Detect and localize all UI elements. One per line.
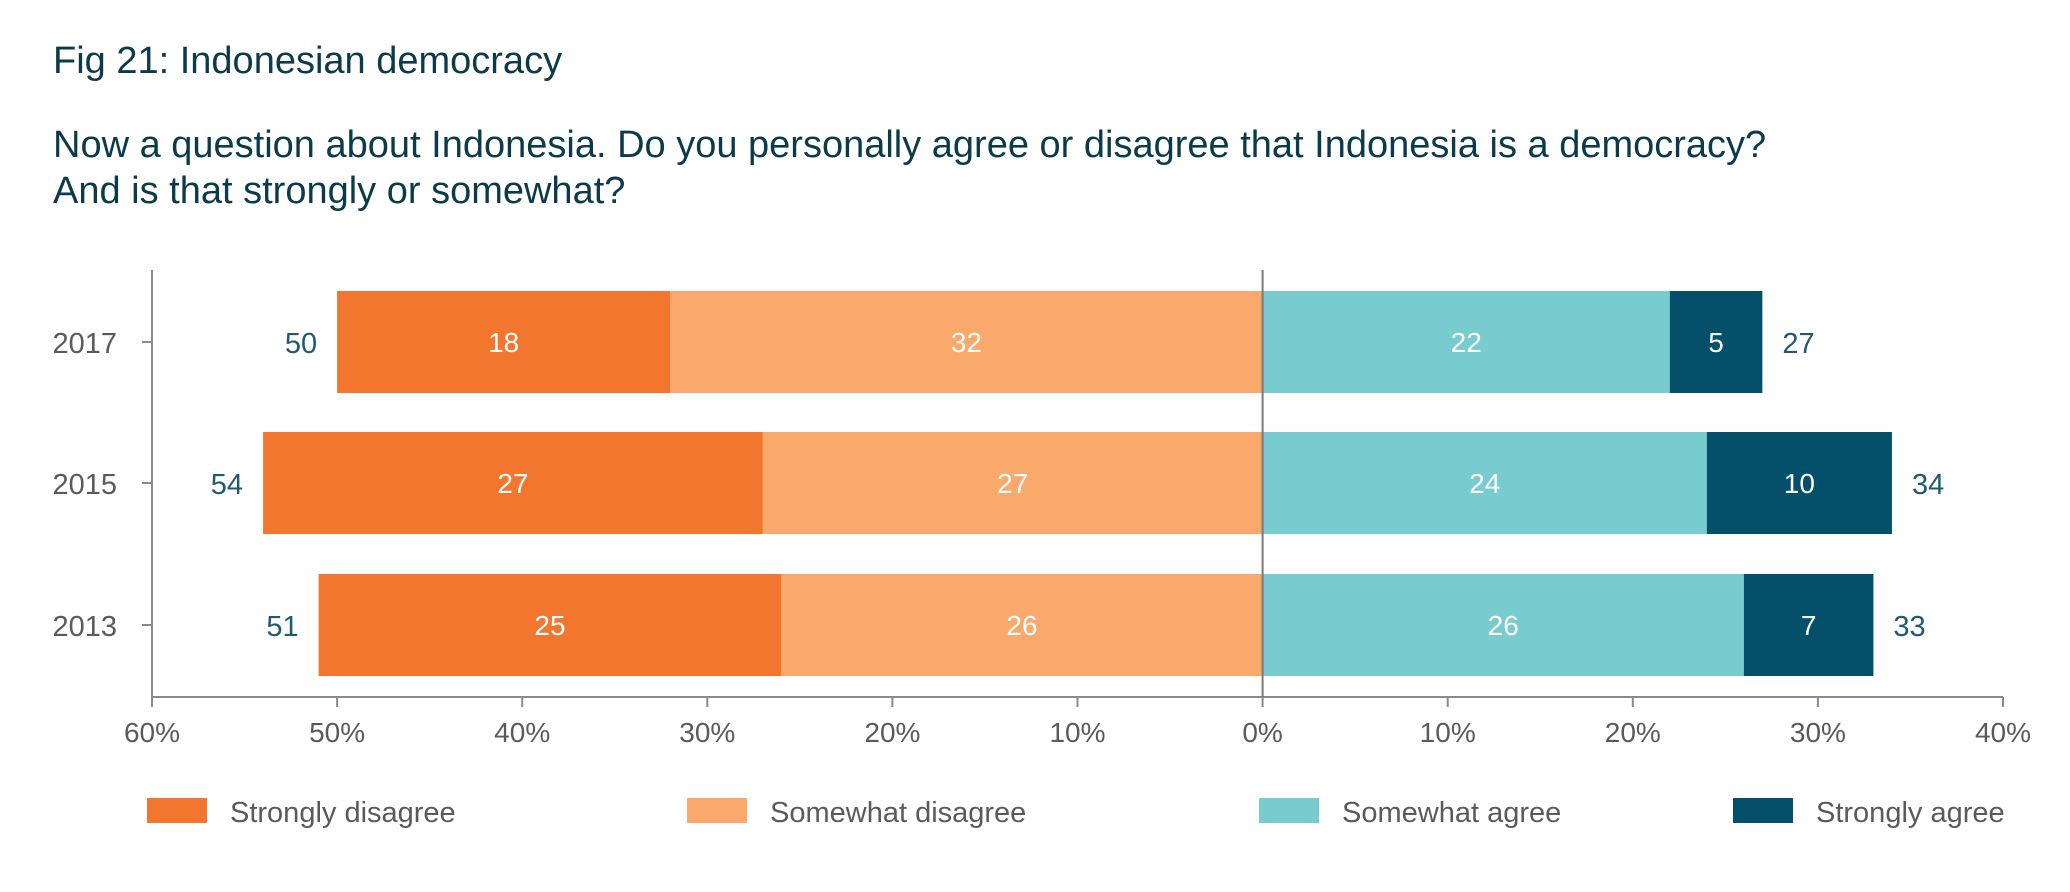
x-tick-label: 60% <box>124 717 180 748</box>
bar-segment <box>670 291 1263 393</box>
bar-segment <box>1262 574 1744 676</box>
bar-value-label: 22 <box>1451 327 1482 358</box>
legend-swatch <box>1733 798 1793 823</box>
disagree-total-label: 50 <box>285 328 317 360</box>
question-text-line-1: Now a question about Indonesia. Do you p… <box>53 124 1767 166</box>
bar-segment <box>781 574 1263 676</box>
bar-segment <box>1669 291 1763 393</box>
agree-total-label: 34 <box>1912 469 1944 501</box>
bar-value-label: 18 <box>488 327 519 358</box>
question-text-line-2: And is that strongly or somewhat? <box>53 170 626 212</box>
bar-segment <box>263 432 763 534</box>
legend: Strongly disagree Somewhat disagree Somewh… <box>147 797 2005 829</box>
bar-segment <box>1262 291 1670 393</box>
bar-segment <box>762 432 1263 534</box>
bar-value-label: 26 <box>1488 610 1519 641</box>
agree-total-label: 27 <box>1782 328 1814 360</box>
bar-value-label: 27 <box>997 468 1028 499</box>
x-tick-label: 20% <box>864 717 920 748</box>
x-tick-label: 10% <box>1420 717 1476 748</box>
bar-value-label: 27 <box>497 468 528 499</box>
x-tick-label: 40% <box>494 717 550 748</box>
legend-label: Somewhat disagree <box>770 797 1026 829</box>
bar-segment <box>318 574 782 676</box>
y-category-label: 2013 <box>52 611 117 643</box>
agree-total-label: 33 <box>1893 611 1925 643</box>
legend-swatch <box>147 798 207 823</box>
bar-segment <box>1262 432 1707 534</box>
x-tick-label: 30% <box>1790 717 1846 748</box>
bar-value-label: 26 <box>1006 610 1037 641</box>
bar-segment <box>1706 432 1892 534</box>
y-category-label: 2015 <box>52 469 117 501</box>
disagree-total-label: 54 <box>211 469 243 501</box>
bar-value-label: 25 <box>534 610 565 641</box>
legend-label: Strongly agree <box>1816 797 2005 829</box>
figure-title: Fig 21: Indonesian democracy <box>53 40 563 82</box>
axes-layer: 60% 50% 40% 30% 20% 10% 0% 10% 20% 30% 40% 2017 2015… <box>52 270 2031 748</box>
labels-layer: 32 18 50 22 5 27 27 27 54 24 10 34 26 25 51 26 7 33 <box>211 327 1944 643</box>
bar-value-label: 32 <box>951 327 982 358</box>
x-tick-label: 10% <box>1049 717 1105 748</box>
disagree-total-label: 51 <box>266 611 298 643</box>
bar-value-label: 24 <box>1469 468 1500 499</box>
bar-segment <box>337 291 671 393</box>
bar-value-label: 5 <box>1708 327 1724 358</box>
bar-value-label: 10 <box>1784 468 1815 499</box>
legend-label: Strongly disagree <box>230 797 456 829</box>
bar-value-label: 7 <box>1801 610 1817 641</box>
x-tick-label: 40% <box>1975 717 2031 748</box>
bars-layer <box>263 291 1892 676</box>
x-tick-label: 20% <box>1605 717 1661 748</box>
x-tick-label: 30% <box>679 717 735 748</box>
bar-segment <box>1743 574 1874 676</box>
legend-label: Somewhat agree <box>1342 797 1561 829</box>
legend-swatch <box>687 798 747 823</box>
x-tick-label: 50% <box>309 717 365 748</box>
legend-swatch <box>1259 798 1319 823</box>
x-tick-label: 0% <box>1242 717 1282 748</box>
y-category-label: 2017 <box>52 328 117 360</box>
